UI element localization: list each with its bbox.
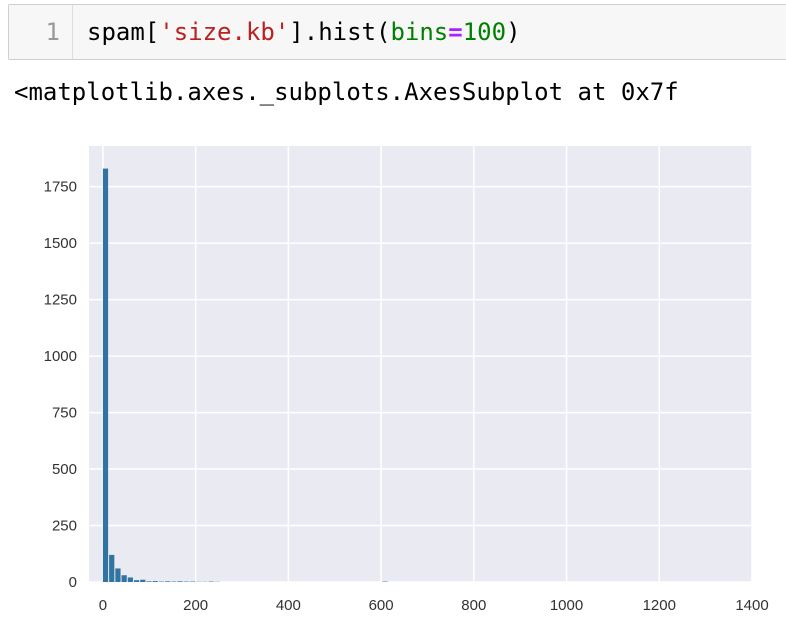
y-tick-label: 0 [69, 574, 77, 591]
histogram-bar [165, 581, 171, 582]
histogram-bar [121, 575, 127, 582]
code-line[interactable]: spam['size.kb'].hist(bins=100) [87, 18, 521, 46]
code-object: spam[ [87, 18, 160, 46]
code-method: ].hist [289, 18, 376, 46]
grid-lines [89, 146, 753, 583]
code-number: 100 [462, 18, 507, 46]
x-tick-label: 600 [369, 597, 394, 614]
code-cell-input[interactable]: 1 spam['size.kb'].hist(bins=100) [8, 4, 786, 60]
histogram-bar [146, 581, 152, 582]
histogram-chart: 0 250 500 750 1000 1250 1500 1750 0 200 400 600 800… [44, 146, 769, 614]
y-tick-labels: 0 250 500 750 1000 1250 1500 1750 [44, 179, 77, 591]
code-cell[interactable]: 1 spam['size.kb'].hist(bins=100) [0, 0, 786, 60]
line-number: 1 [45, 18, 60, 46]
histogram-bar [152, 581, 158, 582]
x-tick-label: 400 [276, 597, 301, 614]
x-tick-label: 1200 [643, 597, 676, 614]
x-tick-labels: 0 200 400 600 800 1000 1200 1400 [99, 597, 769, 614]
histogram-bar [102, 168, 109, 582]
histogram-bar [133, 580, 140, 582]
y-tick-label: 1500 [44, 235, 77, 252]
x-tick-label: 1000 [550, 597, 583, 614]
histogram-bar [127, 577, 133, 582]
y-tick-label: 1000 [44, 348, 77, 365]
y-tick-label: 1250 [44, 292, 77, 309]
line-number-gutter: 1 [9, 5, 73, 59]
y-tick-label: 250 [52, 518, 77, 535]
code-close-paren: ) [506, 18, 521, 46]
y-tick-label: 500 [52, 461, 77, 478]
histogram-bars [102, 168, 388, 582]
y-tick-label: 750 [52, 405, 77, 422]
x-tick-label: 1400 [735, 597, 768, 614]
y-tick-label: 1750 [44, 179, 77, 196]
histogram-bar [140, 579, 146, 582]
code-keyword-arg: bins [390, 18, 449, 46]
histogram-bar [115, 568, 121, 582]
code-open-paren: ( [376, 18, 391, 46]
x-tick-label: 0 [99, 597, 107, 614]
histogram-bar [177, 581, 183, 582]
histogram-bar [109, 554, 115, 582]
axes-background [89, 146, 752, 582]
x-tick-label: 200 [183, 597, 208, 614]
code-string: 'size.kb' [159, 18, 290, 46]
code-operator: = [448, 18, 463, 46]
x-tick-label: 800 [461, 597, 486, 614]
cell-output-text: <matplotlib.axes._subplots.AxesSubplot a… [14, 78, 679, 106]
